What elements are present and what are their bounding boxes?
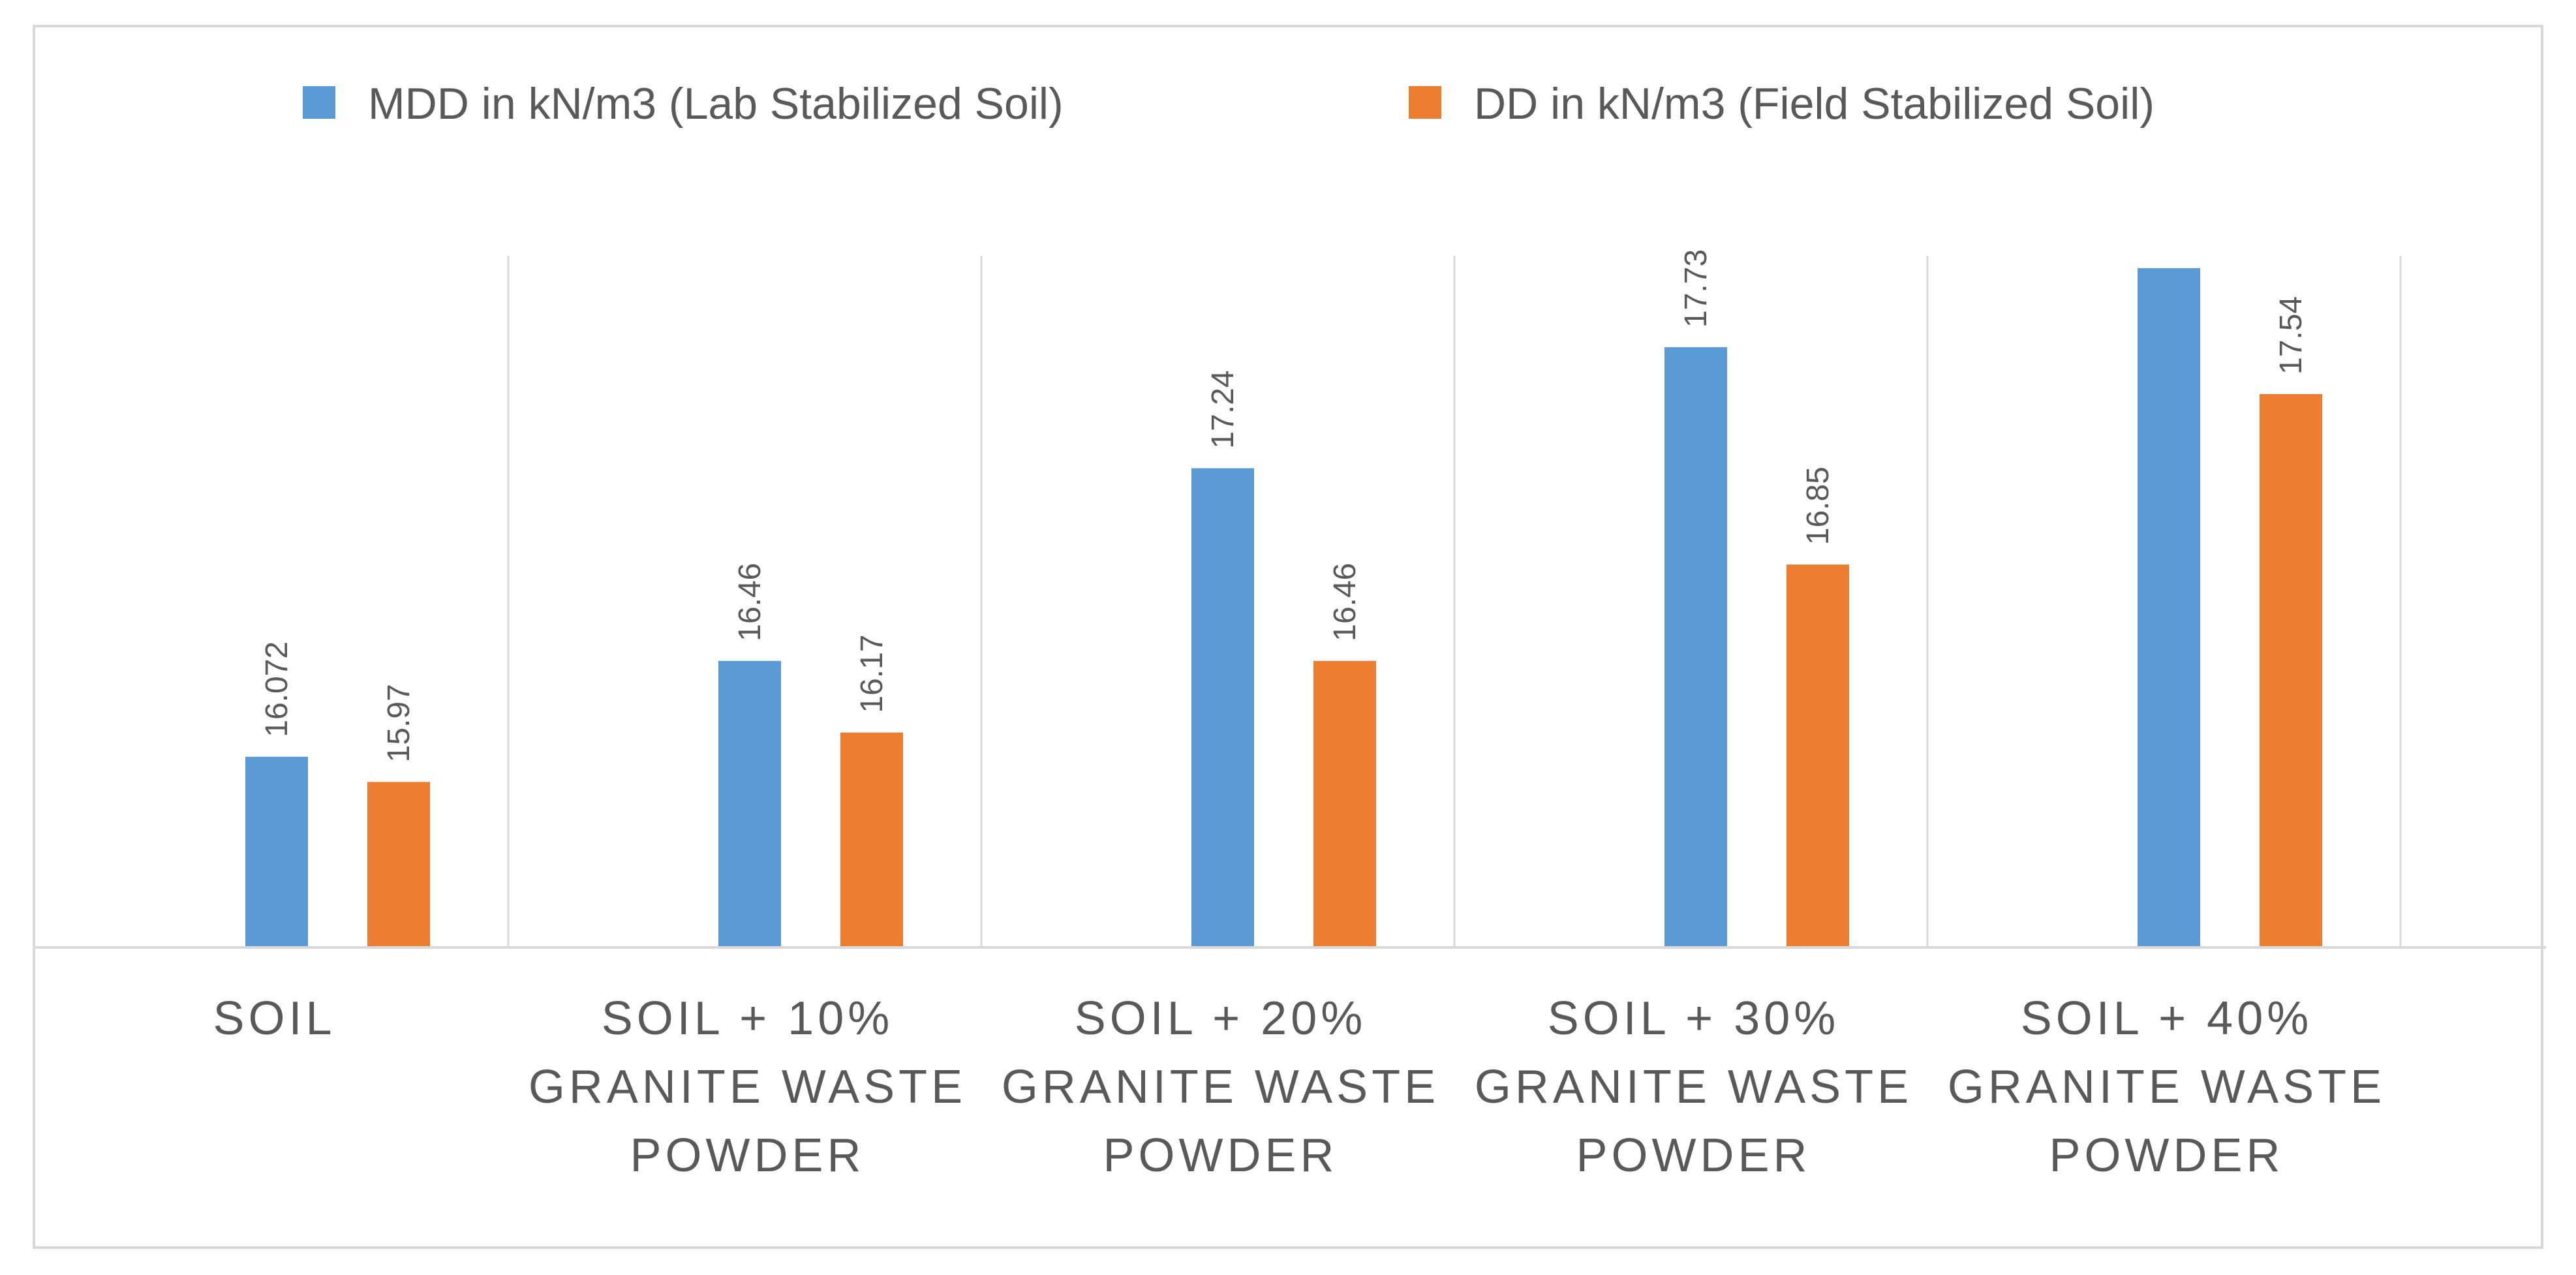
legend-swatch-2 — [1409, 86, 1441, 119]
category-label-4-line-3: POWDER — [1576, 1129, 1811, 1182]
data-label-series2-cat3: 16.46 — [1328, 563, 1362, 641]
legend-label-2: DD in kN/m3 (Field Stabilized Soil) — [1474, 79, 2154, 129]
category-label-2-line-2: GRANITE WASTE — [529, 1061, 966, 1113]
category-dividers — [507, 256, 2402, 947]
legend: MDD in kN/m3 (Lab Stabilized Soil) DD in … — [303, 79, 2154, 129]
category-labels: SOIL SOIL + 10% GRANITE WASTE POWDER SOIL + … — [213, 992, 2385, 1182]
data-label-series1-cat1: 16.072 — [260, 641, 294, 737]
bar-series1-cat5 — [2138, 268, 2200, 947]
data-label-series2-cat1: 15.97 — [382, 684, 416, 762]
category-label-3-line-1: SOIL + 20% — [1075, 992, 1367, 1045]
category-label-4-line-1: SOIL + 30% — [1548, 992, 1840, 1045]
data-label-series1-cat2: 16.46 — [733, 563, 767, 641]
legend-label-1: MDD in kN/m3 (Lab Stabilized Soil) — [368, 79, 1064, 129]
bars — [245, 268, 2322, 947]
category-label-4-line-2: GRANITE WASTE — [1475, 1061, 1912, 1113]
data-label-series2-cat2: 16.17 — [855, 635, 889, 713]
bar-series1-cat3 — [1191, 468, 1254, 947]
category-label-5-line-3: POWDER — [2049, 1129, 2284, 1182]
data-label-series2-cat4: 16.85 — [1801, 467, 1835, 545]
category-label-3-line-2: GRANITE WASTE — [1002, 1061, 1439, 1113]
bar-series1-cat2 — [718, 660, 781, 947]
bar-chart: MDD in kN/m3 (Lab Stabilized Soil) DD in … — [35, 79, 2546, 1182]
category-label-1-line-1: SOIL — [213, 992, 335, 1045]
category-label-3-line-3: POWDER — [1103, 1129, 1338, 1182]
data-labels: 16.072 15.97 16.46 16.17 17.24 16.46 17.73 16.8… — [260, 249, 2308, 762]
legend-swatch-1 — [303, 86, 335, 119]
data-label-series1-cat3: 17.24 — [1206, 370, 1240, 448]
bar-series2-cat2 — [840, 732, 903, 947]
bar-series2-cat1 — [367, 782, 430, 947]
bar-series1-cat1 — [245, 756, 308, 947]
bar-series2-cat3 — [1313, 660, 1376, 947]
category-label-5-line-1: SOIL + 40% — [2021, 992, 2313, 1045]
chart-frame: MDD in kN/m3 (Lab Stabilized Soil) DD in … — [33, 25, 2546, 1249]
category-label-5-line-2: GRANITE WASTE — [1948, 1061, 2385, 1113]
bar-series1-cat4 — [1664, 347, 1727, 947]
bar-series2-cat4 — [1786, 564, 1849, 947]
bar-series2-cat5 — [2260, 394, 2322, 947]
category-label-2-line-3: POWDER — [630, 1129, 865, 1182]
data-label-series2-cat5: 17.54 — [2274, 296, 2308, 375]
category-label-2-line-1: SOIL + 10% — [602, 992, 894, 1045]
data-label-series1-cat4: 17.73 — [1679, 249, 1713, 328]
